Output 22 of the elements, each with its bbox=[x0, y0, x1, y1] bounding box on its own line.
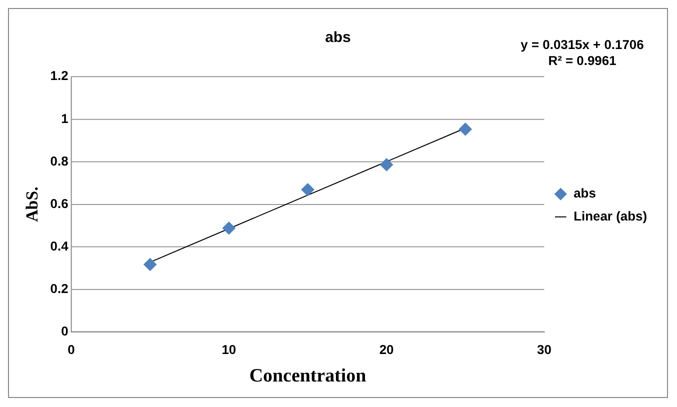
y-tick-label: 0.2 bbox=[50, 280, 68, 296]
y-tick-label: 0.6 bbox=[50, 196, 68, 211]
text: R² = 0.9961 bbox=[548, 52, 616, 68]
x-tick-label: 30 bbox=[536, 342, 552, 358]
y-tick-label: 0.4 bbox=[50, 238, 70, 254]
y-tick-label: 0.8 bbox=[50, 153, 68, 168]
point bbox=[222, 222, 236, 235]
y-tick-label: 1 bbox=[61, 110, 68, 126]
point bbox=[458, 122, 472, 136]
y-axis-title: AbS. bbox=[22, 186, 42, 222]
legend-label: abs bbox=[574, 186, 596, 201]
y-tick-label: 1.2 bbox=[50, 68, 68, 84]
point bbox=[380, 158, 394, 172]
text: y = 0.0315x + 0.1706 bbox=[520, 36, 644, 52]
x-tick-label: 10 bbox=[222, 342, 236, 358]
x-axis-title: Concentration bbox=[249, 366, 367, 387]
y-tick-label: 0 bbox=[61, 324, 68, 338]
legend-label: Linear (abs) bbox=[574, 208, 648, 224]
point bbox=[301, 183, 314, 196]
point bbox=[144, 258, 157, 271]
chart-title: abs bbox=[325, 28, 351, 46]
x-tick-label: 20 bbox=[379, 342, 394, 358]
